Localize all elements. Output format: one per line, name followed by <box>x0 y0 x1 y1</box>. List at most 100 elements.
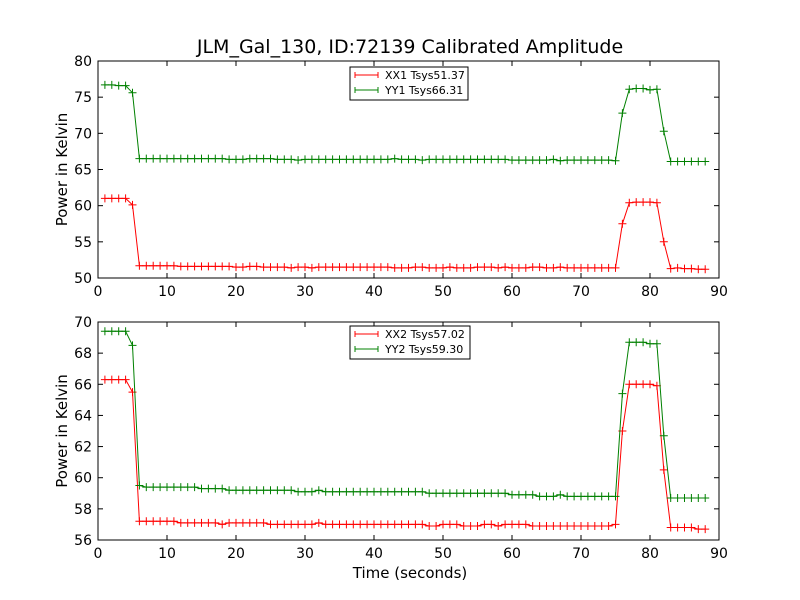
series-line-0-0 <box>104 197 706 270</box>
x-tick-label-0: 50 <box>434 284 452 300</box>
data-point-1-0 <box>590 522 599 530</box>
data-point-0-1 <box>266 154 275 163</box>
data-point-1-0 <box>100 375 109 384</box>
data-point-0-0 <box>328 263 337 272</box>
data-point-1-1 <box>190 483 199 492</box>
data-point-1-0 <box>197 518 206 527</box>
data-point-1-0 <box>232 518 240 527</box>
data-point-0-0 <box>480 263 489 272</box>
data-point-0-1 <box>535 156 544 165</box>
data-point-0-0 <box>335 263 344 272</box>
data-point-1-0 <box>466 522 475 530</box>
data-point-1-0 <box>673 523 682 532</box>
data-point-0-1 <box>335 155 344 164</box>
data-point-1-1 <box>439 489 447 498</box>
data-point-0-1 <box>190 154 199 163</box>
data-point-0-1 <box>411 155 420 164</box>
data-point-1-1 <box>639 338 648 347</box>
data-point-1-0 <box>335 520 344 529</box>
data-point-0-0 <box>473 263 482 272</box>
data-point-0-1 <box>494 155 503 164</box>
data-point-0-0 <box>632 198 641 207</box>
data-point-0-1 <box>390 154 399 163</box>
data-point-1-1 <box>694 494 703 502</box>
data-point-1-1 <box>514 490 523 499</box>
data-point-1-1 <box>494 489 503 498</box>
data-point-1-1 <box>294 487 303 496</box>
data-point-1-0 <box>252 518 261 527</box>
data-point-0-1 <box>432 155 441 164</box>
data-point-1-1 <box>666 494 675 502</box>
data-point-0-0 <box>238 263 247 272</box>
data-point-1-1 <box>356 487 365 496</box>
data-point-0-0 <box>528 263 537 272</box>
data-point-0-0 <box>294 263 303 272</box>
data-point-1-1 <box>238 486 247 495</box>
data-point-0-1 <box>135 154 144 163</box>
data-point-1-1 <box>390 487 399 496</box>
y-tick-label-1: 62 <box>74 440 92 456</box>
data-point-0-1 <box>280 155 289 164</box>
data-point-0-1 <box>611 156 620 165</box>
data-point-1-1 <box>487 489 496 498</box>
data-point-1-0 <box>135 517 144 526</box>
data-point-0-1 <box>114 81 123 90</box>
data-point-1-0 <box>390 520 399 529</box>
data-point-1-0 <box>432 522 441 530</box>
data-point-0-1 <box>232 155 240 164</box>
data-point-0-1 <box>211 154 220 163</box>
data-point-1-0 <box>425 522 434 530</box>
data-point-1-1 <box>501 489 510 498</box>
data-point-0-1 <box>349 155 358 164</box>
data-point-1-0 <box>508 520 516 529</box>
data-point-1-0 <box>501 520 510 529</box>
data-point-1-1 <box>583 492 592 501</box>
data-point-1-1 <box>577 492 585 501</box>
data-point-0-1 <box>556 156 565 165</box>
plot-frame-1 <box>97 321 720 541</box>
data-point-0-0 <box>549 263 558 272</box>
data-point-0-0 <box>597 263 606 272</box>
data-point-0-0 <box>432 263 441 272</box>
data-point-1-1 <box>659 431 668 440</box>
data-point-1-0 <box>556 522 565 530</box>
data-point-0-1 <box>294 156 303 165</box>
data-point-0-0 <box>404 263 413 272</box>
data-point-0-1 <box>225 155 234 164</box>
data-point-1-1 <box>556 490 565 499</box>
data-point-0-1 <box>314 155 323 164</box>
x-tick-label-1: 30 <box>296 546 314 562</box>
data-point-1-0 <box>701 525 710 534</box>
data-point-0-0 <box>176 262 185 271</box>
data-point-0-0 <box>618 219 627 228</box>
data-point-0-1 <box>701 157 710 166</box>
data-point-0-1 <box>480 155 489 164</box>
data-point-1-1 <box>321 487 330 496</box>
data-point-0-0 <box>466 263 475 272</box>
data-point-0-0 <box>459 263 468 272</box>
legend-marker-1-1 <box>354 346 379 352</box>
data-point-0-0 <box>363 263 372 272</box>
y-tick-label-1: 68 <box>74 346 92 362</box>
data-point-1-1 <box>625 338 634 347</box>
data-point-1-0 <box>370 520 378 529</box>
data-point-1-0 <box>238 518 247 527</box>
data-point-0-0 <box>107 194 116 203</box>
legend-marker-1-0 <box>354 331 379 337</box>
data-point-1-1 <box>307 487 316 496</box>
y-axis-label-1: Power in Kelvin <box>53 374 71 488</box>
data-point-0-1 <box>625 85 634 94</box>
data-point-1-1 <box>183 483 192 492</box>
data-point-1-1 <box>687 494 696 502</box>
data-point-0-1 <box>356 155 365 164</box>
y-tick-label-1: 66 <box>74 377 92 393</box>
data-point-0-0 <box>508 263 516 272</box>
data-point-1-1 <box>521 490 530 499</box>
data-point-1-0 <box>349 520 358 529</box>
data-point-1-0 <box>411 520 420 529</box>
data-point-1-1 <box>445 489 454 498</box>
data-point-1-0 <box>183 518 192 527</box>
data-point-0-1 <box>439 155 447 164</box>
data-point-1-0 <box>514 520 523 529</box>
data-point-1-0 <box>611 520 620 529</box>
